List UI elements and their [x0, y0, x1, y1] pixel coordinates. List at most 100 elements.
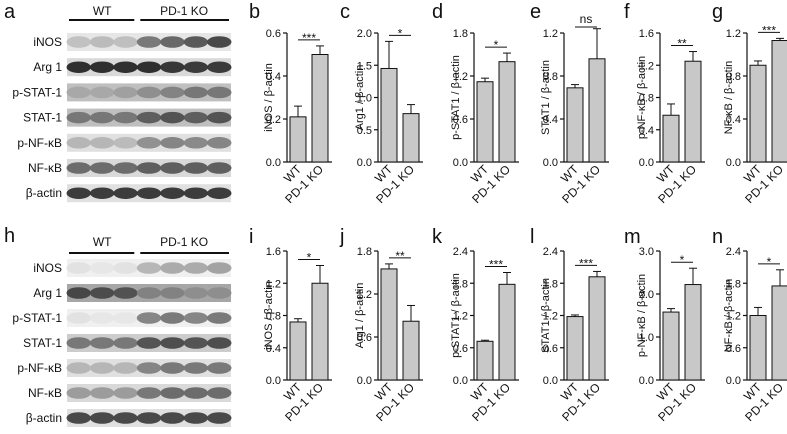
blot-label: p-STAT-1 — [12, 311, 62, 325]
y-tick-label: 0.2 — [266, 114, 281, 126]
blot-band — [89, 312, 115, 324]
y-axis-label: Arg1 / β-actin — [354, 65, 366, 131]
panel-letter-b: b — [249, 1, 260, 23]
blot-band — [160, 287, 185, 299]
blot-band — [207, 387, 232, 399]
bar — [380, 67, 398, 163]
blot-band — [160, 187, 185, 199]
blot-band — [113, 162, 138, 174]
significance-label: * — [767, 255, 772, 269]
panel-letter-k: k — [432, 226, 443, 248]
blot-band — [113, 187, 138, 199]
blot-band — [113, 287, 138, 299]
blot-band — [89, 162, 115, 174]
y-tick-label: 0.6 — [266, 28, 281, 40]
y-tick-label: 3.0 — [639, 246, 654, 258]
blot-band — [183, 412, 209, 424]
bar — [749, 315, 767, 381]
blot-label: p-NF-κB — [17, 136, 62, 150]
blot-band — [183, 362, 209, 374]
blot-band — [113, 387, 138, 399]
bar — [662, 311, 680, 381]
y-tick-label: 1.8 — [543, 278, 558, 290]
panel-letter-n: n — [712, 226, 723, 248]
blot-band — [136, 162, 162, 174]
blot-label: Arg 1 — [33, 286, 62, 300]
blot-band — [113, 312, 138, 324]
y-axis-label: p-NF-κB / β-actin — [636, 274, 648, 357]
blot-band — [207, 162, 232, 174]
blot-band — [183, 162, 209, 174]
panel-letter-i: i — [249, 226, 253, 248]
blot-band — [183, 137, 209, 149]
blot-band — [89, 262, 115, 274]
y-tick-label: 0.0 — [266, 375, 281, 387]
group-label-ko: PD-1 KO — [160, 235, 208, 249]
significance-label: ns — [580, 12, 593, 26]
y-tick-label: 0.6 — [453, 343, 468, 355]
bar — [289, 116, 307, 163]
y-tick-label: 0.0 — [357, 375, 372, 387]
y-tick-label: 2.0 — [357, 28, 372, 40]
blot-band — [66, 111, 91, 124]
blot-band — [136, 287, 162, 299]
significance-label: *** — [302, 31, 316, 45]
blot-label: iNOS — [33, 35, 62, 49]
blot-band — [160, 111, 185, 124]
y-tick-label: 0.0 — [357, 157, 372, 169]
blot-band — [89, 61, 115, 73]
y-axis-label: STAT1 / β-actin — [540, 278, 552, 353]
western-blot-a: a WT PD-1 KO iNOS Arg 1 p-STAT-1 STAT-1 p-NF-κB… — [4, 1, 232, 203]
bar — [662, 114, 680, 163]
y-tick-label: 0.0 — [639, 375, 654, 387]
blot-band — [160, 387, 185, 399]
y-tick-label: 1.2 — [266, 278, 281, 290]
blot-band — [66, 412, 91, 424]
bar — [311, 54, 329, 163]
blot-label: p-NF-κB — [17, 361, 62, 375]
y-tick-label: 0.8 — [726, 71, 741, 83]
y-tick-label: 0.0 — [543, 157, 558, 169]
y-tick-label: 1.8 — [453, 278, 468, 290]
blot-band — [66, 312, 91, 324]
blot-band — [207, 137, 232, 149]
blot-band — [207, 111, 232, 124]
y-tick-label: 0.8 — [543, 71, 558, 83]
y-axis-label: NF-κB / β-actin — [723, 61, 735, 135]
group-label-wt: WT — [93, 4, 112, 18]
blot-band — [160, 362, 185, 374]
blot-band — [160, 262, 185, 274]
panel-letter-d: d — [432, 1, 443, 23]
blot-band — [136, 412, 162, 424]
panel-letter-e: e — [530, 1, 541, 23]
significance-label: ** — [395, 249, 405, 263]
blot-band — [113, 36, 138, 48]
panel-letter-g: g — [712, 1, 723, 23]
blot-band — [207, 312, 232, 324]
blot-band — [160, 36, 185, 48]
y-tick-label: 2.4 — [453, 246, 468, 258]
blot-label: iNOS — [33, 261, 62, 275]
blot-band — [160, 312, 185, 324]
blot-band — [136, 312, 162, 324]
y-tick-label: 1.2 — [639, 60, 654, 72]
significance-label: *** — [762, 23, 776, 37]
y-tick-label: 0.0 — [453, 375, 468, 387]
blot-label: p-STAT-1 — [12, 85, 62, 99]
y-tick-label: 1.2 — [453, 311, 468, 323]
y-tick-label: 0.6 — [453, 114, 468, 126]
blot-band — [66, 337, 91, 349]
blot-band — [66, 137, 91, 149]
blot-band — [66, 86, 91, 99]
y-tick-label: 1.8 — [453, 28, 468, 40]
blot-band — [183, 387, 209, 399]
blot-band — [136, 111, 162, 124]
panel-letter-j: j — [339, 226, 344, 248]
blot-band — [160, 412, 185, 424]
bar — [402, 320, 420, 381]
y-tick-label: 1.5 — [357, 60, 372, 72]
